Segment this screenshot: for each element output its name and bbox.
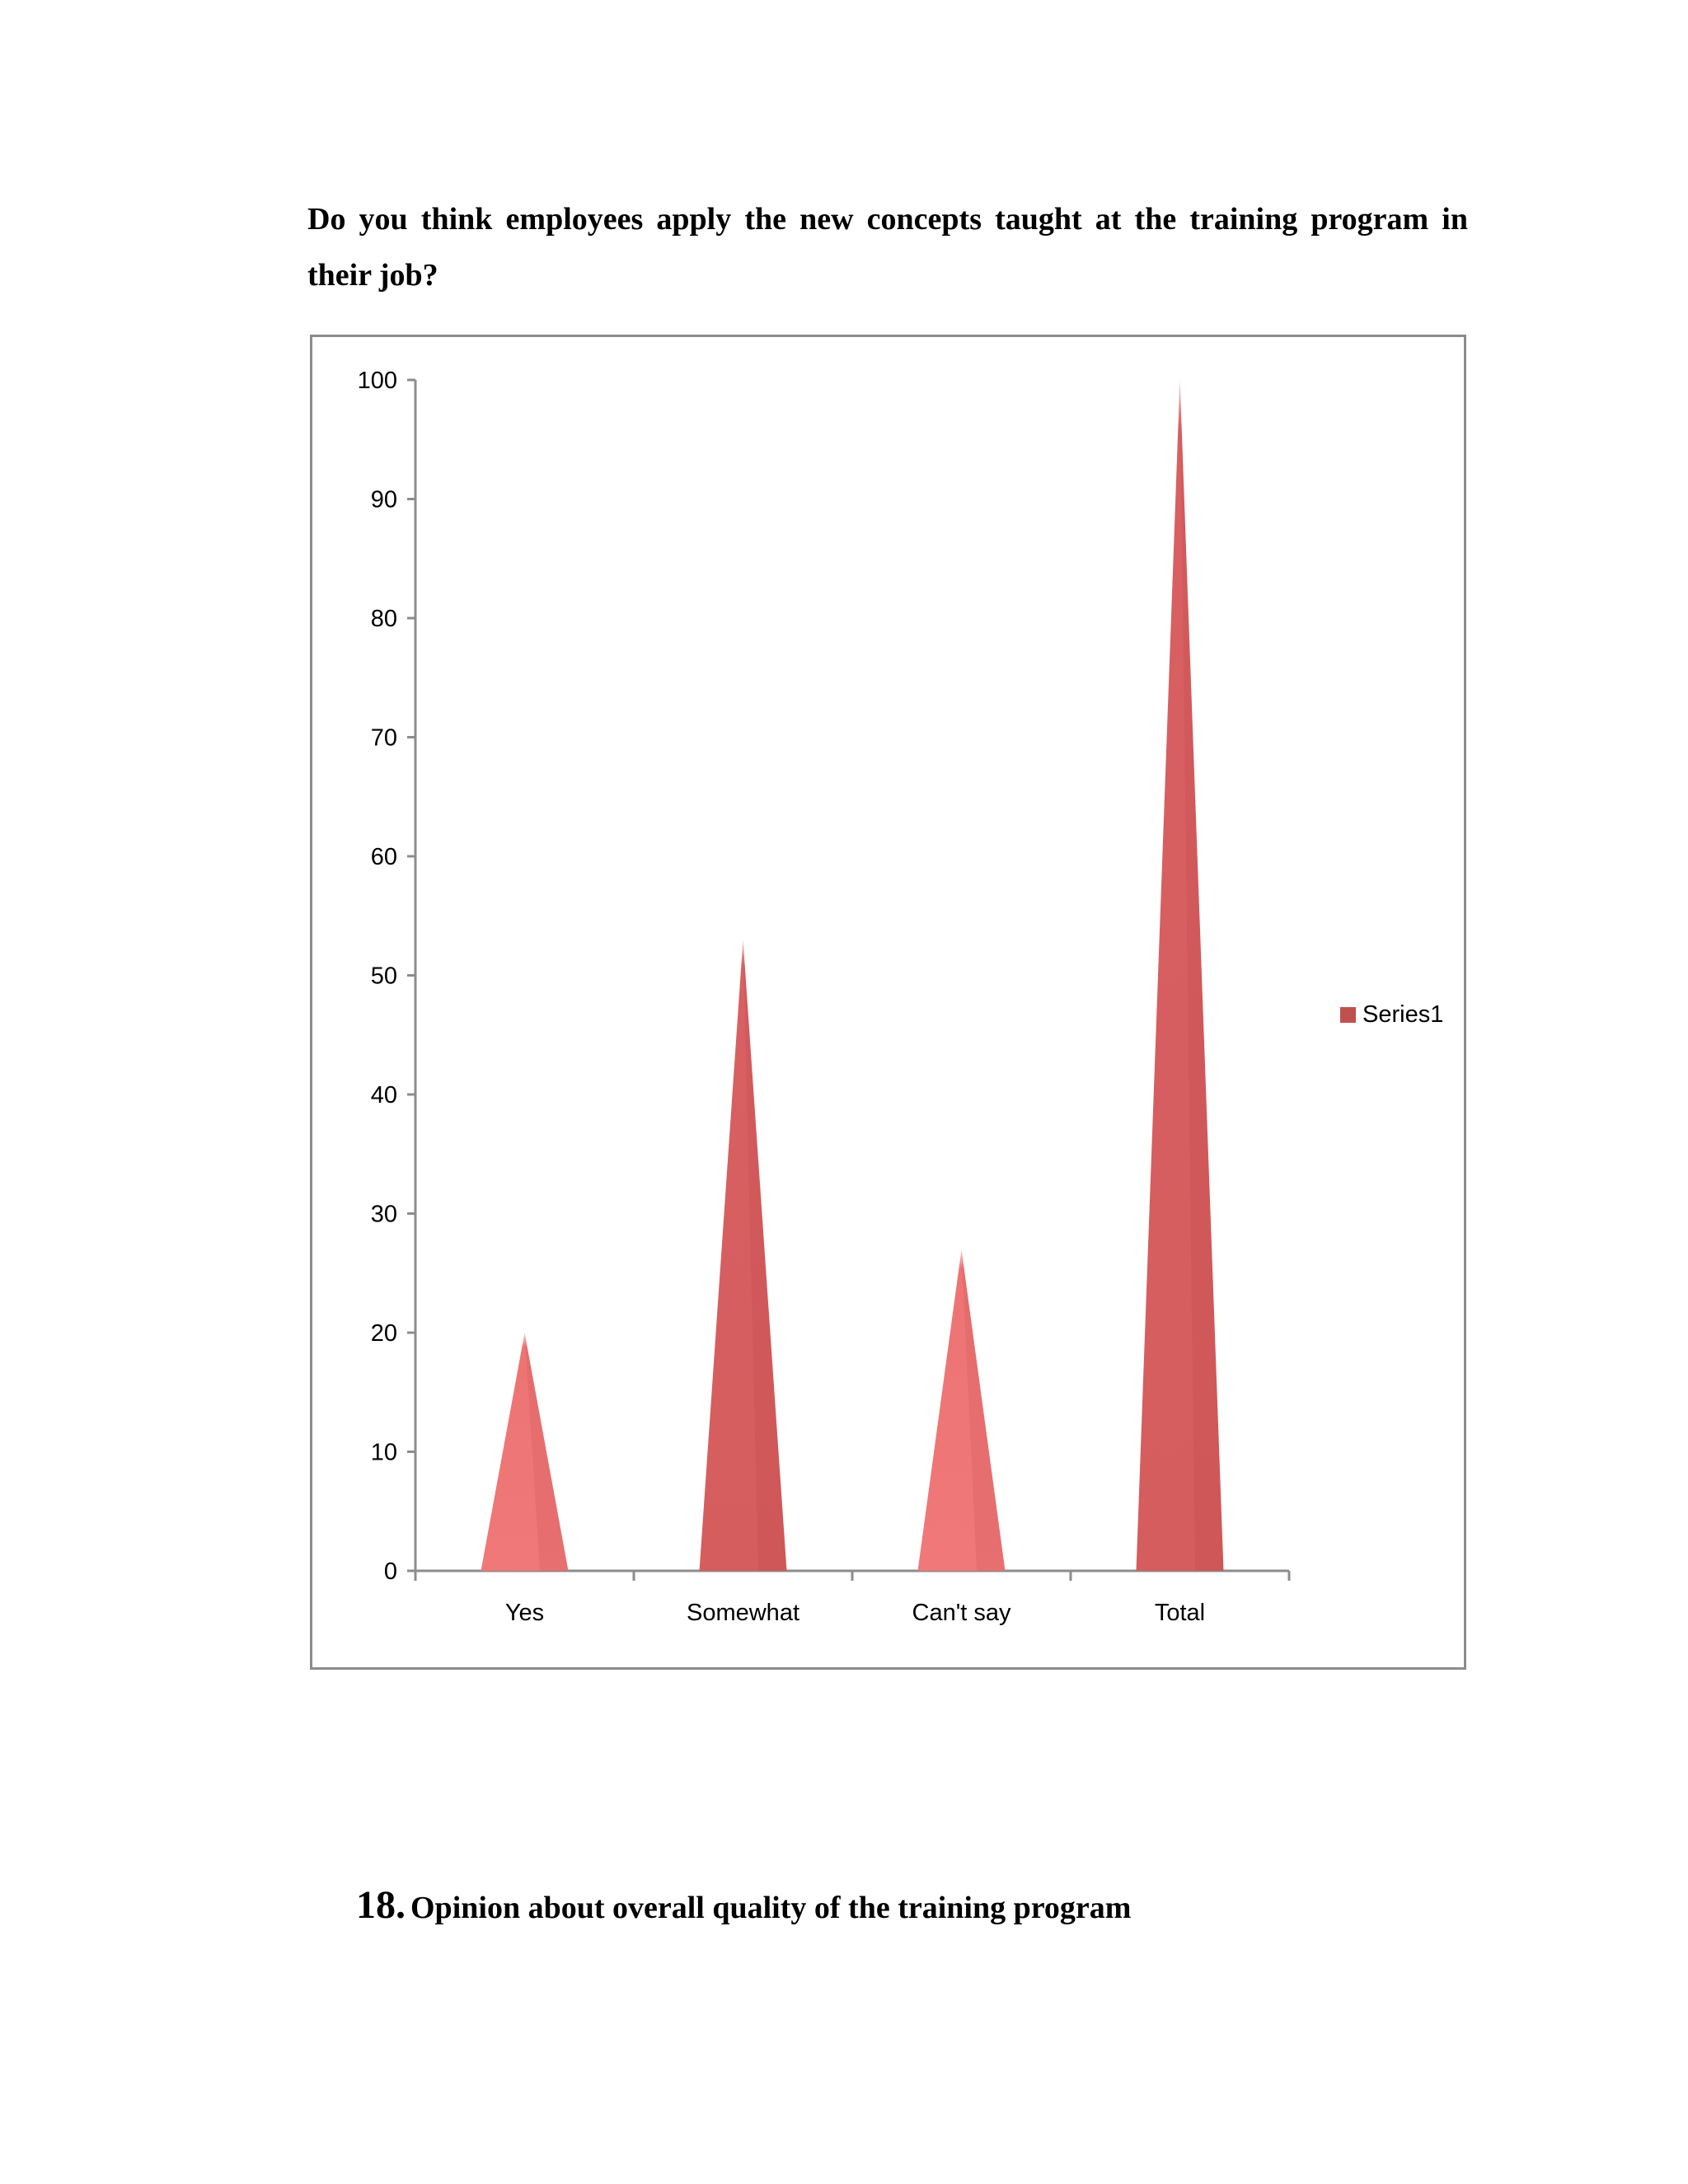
cone-bar-shade xyxy=(524,1333,569,1571)
y-tick-label: 90 xyxy=(371,487,397,513)
y-tick-label: 50 xyxy=(371,963,397,990)
chart-frame: 0 10 20 30 40 50 60 70 80 90 100 Yes Somewhat Can't s… xyxy=(310,335,1466,1670)
cone-bar xyxy=(1136,380,1224,1571)
legend-label: Series1 xyxy=(1362,1001,1443,1028)
y-tick-label: 100 xyxy=(358,368,397,394)
category-label: Somewhat xyxy=(687,1600,799,1626)
category-label: Can't say xyxy=(912,1600,1011,1626)
cone-bar-shade xyxy=(1179,380,1224,1571)
cone-bar-shade xyxy=(743,940,787,1571)
section-title: Opinion about overall quality of the tra… xyxy=(410,1891,1132,1925)
cone-bar-chart: 0 10 20 30 40 50 60 70 80 90 100 Yes Somewhat Can't s… xyxy=(358,368,1444,1626)
y-tick-label: 70 xyxy=(371,725,397,752)
section-heading: 18. Opinion about overall quality of the… xyxy=(356,1882,1131,1928)
cone-bar xyxy=(917,1249,1006,1571)
legend-swatch xyxy=(1340,1007,1356,1023)
cone-bar-shade xyxy=(961,1249,1006,1571)
cone-bar xyxy=(699,940,787,1571)
y-tick-label: 30 xyxy=(371,1202,397,1228)
category-label: Yes xyxy=(505,1600,544,1626)
cone-bar xyxy=(481,1333,569,1571)
section-number: 18. xyxy=(356,1883,406,1927)
category-label: Total xyxy=(1155,1600,1205,1626)
y-tick-label: 40 xyxy=(371,1082,397,1108)
y-tick-label: 80 xyxy=(371,606,397,632)
y-tick-label: 20 xyxy=(371,1320,397,1347)
y-tick-label: 0 xyxy=(384,1558,397,1585)
chart-question-text: Do you think employees apply the new con… xyxy=(307,202,1468,293)
y-tick-label: 10 xyxy=(371,1440,397,1466)
y-tick-label: 60 xyxy=(371,844,397,870)
